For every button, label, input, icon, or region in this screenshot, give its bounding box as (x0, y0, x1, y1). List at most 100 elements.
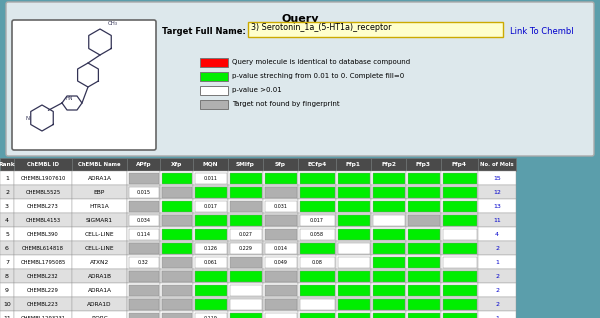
Bar (161, 172, 191, 183)
Bar (72, 283, 127, 297)
Bar (0, 199, 14, 213)
Bar (72, 269, 127, 283)
Bar (337, 243, 370, 253)
Bar (228, 241, 263, 255)
Bar (14, 171, 72, 185)
Text: ADRA1D: ADRA1D (87, 301, 112, 307)
Bar (478, 185, 516, 199)
Bar (478, 171, 516, 185)
Bar (194, 299, 227, 309)
Bar (406, 269, 441, 283)
Text: 0.058: 0.058 (310, 232, 324, 237)
Bar (160, 241, 193, 255)
Bar (336, 213, 371, 227)
Bar (406, 283, 441, 297)
Text: 4: 4 (495, 232, 499, 237)
Bar (194, 257, 227, 267)
Bar (336, 241, 371, 255)
Text: ADRA1A: ADRA1A (88, 176, 112, 181)
Bar (161, 215, 191, 225)
Bar (263, 297, 298, 311)
Text: 13: 13 (493, 204, 501, 209)
Bar (299, 172, 335, 183)
Text: 6: 6 (5, 245, 9, 251)
Bar (371, 283, 406, 297)
Bar (193, 199, 228, 213)
Bar (194, 201, 227, 211)
Bar (0, 241, 14, 255)
Bar (194, 215, 227, 225)
Bar (229, 285, 262, 295)
Text: 3: 3 (5, 204, 9, 209)
Text: 2: 2 (495, 245, 499, 251)
Bar (298, 213, 336, 227)
Bar (298, 227, 336, 241)
Text: 1: 1 (495, 259, 499, 265)
Bar (265, 172, 296, 183)
Text: 9: 9 (5, 287, 9, 293)
Bar (127, 283, 160, 297)
Bar (371, 171, 406, 185)
Bar (263, 255, 298, 269)
Bar (406, 241, 441, 255)
Bar (194, 271, 227, 281)
Text: 2: 2 (495, 287, 499, 293)
Bar (265, 285, 296, 295)
Bar (72, 213, 127, 227)
Bar (127, 199, 160, 213)
Bar (371, 213, 406, 227)
Bar (443, 186, 476, 197)
Text: 1: 1 (495, 315, 499, 318)
Bar (371, 227, 406, 241)
Bar (337, 257, 370, 267)
Bar (14, 241, 72, 255)
Text: 0.011: 0.011 (203, 176, 218, 181)
Bar (478, 241, 516, 255)
Bar (0, 311, 14, 318)
Text: Ffp3: Ffp3 (416, 162, 431, 167)
Bar (161, 229, 191, 239)
Bar (228, 283, 263, 297)
Bar (478, 158, 516, 171)
Text: ChEMBL Name: ChEMBL Name (78, 162, 121, 167)
Bar (193, 171, 228, 185)
Text: ChEMBL ID: ChEMBL ID (27, 162, 59, 167)
Bar (194, 186, 227, 197)
Text: 10: 10 (3, 301, 11, 307)
Bar (263, 227, 298, 241)
Bar (407, 271, 439, 281)
Bar (336, 255, 371, 269)
Bar (336, 199, 371, 213)
Text: Ffp1: Ffp1 (346, 162, 361, 167)
Bar (337, 229, 370, 239)
Bar (200, 86, 228, 95)
Text: CHEMBL223: CHEMBL223 (27, 301, 59, 307)
Bar (265, 313, 296, 318)
Bar (443, 299, 476, 309)
Text: SIGMAR1: SIGMAR1 (86, 218, 113, 223)
Bar (263, 213, 298, 227)
Text: MQN: MQN (203, 162, 218, 167)
Bar (72, 227, 127, 241)
Bar (299, 257, 335, 267)
Bar (371, 255, 406, 269)
Bar (441, 199, 478, 213)
Text: 0.017: 0.017 (203, 204, 218, 209)
Bar (443, 257, 476, 267)
Bar (72, 199, 127, 213)
Bar (441, 171, 478, 185)
Bar (371, 269, 406, 283)
Bar (160, 171, 193, 185)
Text: 0.031: 0.031 (274, 204, 287, 209)
Bar (128, 172, 158, 183)
Bar (336, 283, 371, 297)
Text: Query: Query (281, 14, 319, 24)
Bar (193, 241, 228, 255)
Bar (200, 72, 228, 81)
Bar (263, 185, 298, 199)
Bar (128, 313, 158, 318)
Bar (406, 297, 441, 311)
Bar (127, 269, 160, 283)
Bar (263, 158, 298, 171)
Bar (228, 227, 263, 241)
